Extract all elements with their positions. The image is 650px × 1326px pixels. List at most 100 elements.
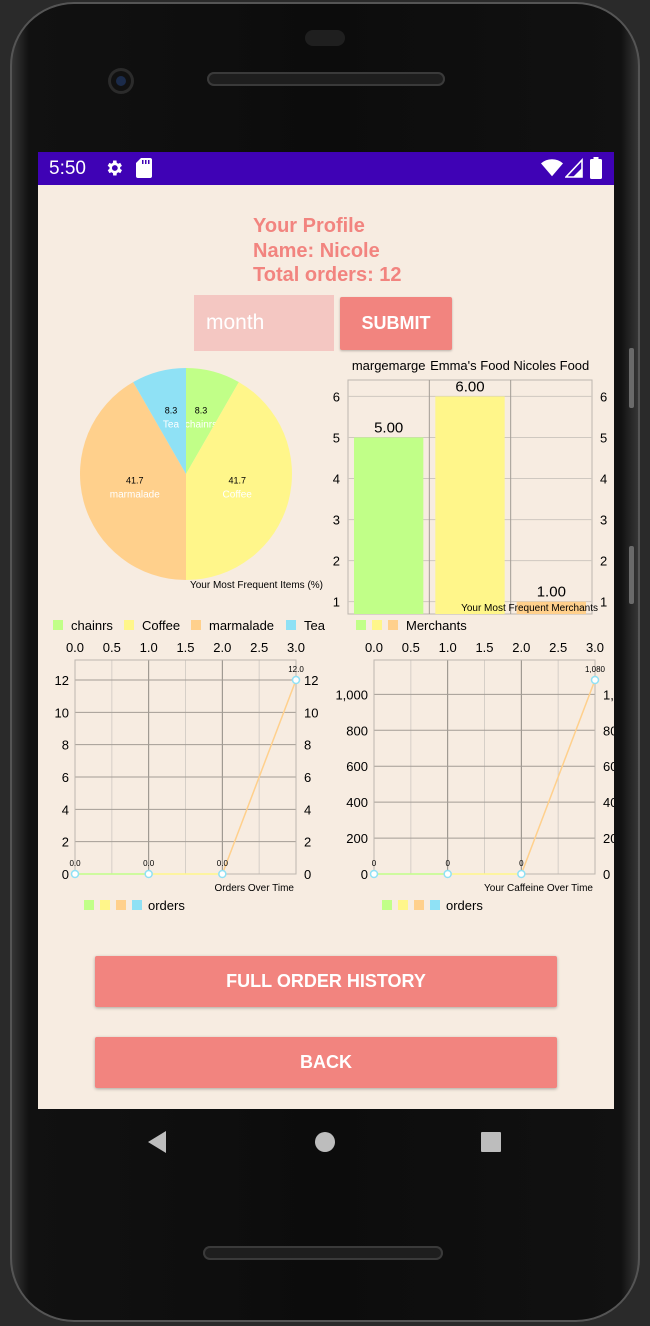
- line-legend-swatch: [100, 900, 110, 910]
- line-ytick-right: 6: [304, 770, 311, 785]
- line-ytick-left: 200: [346, 831, 368, 846]
- pie-slice-chainrs: [186, 368, 239, 474]
- line-xtick: 2.0: [213, 640, 231, 655]
- line-xtick: 3.0: [586, 640, 604, 655]
- bar-ytick-left: 3: [333, 513, 340, 528]
- line-xtick: 0.5: [103, 640, 121, 655]
- line-ytick-right: 400: [603, 795, 614, 810]
- line-value-label: 0.0: [143, 859, 155, 868]
- line-value-label: 0: [445, 859, 450, 868]
- line-value-label: 0.0: [69, 859, 81, 868]
- bar-Nicoles Food: [516, 601, 586, 614]
- profile-total-orders: Total orders: 12: [253, 264, 402, 286]
- bar-ytick-left: 4: [333, 472, 340, 487]
- battery-icon: [590, 157, 602, 179]
- line-point: [70, 869, 80, 879]
- pie-slice-label: chainrs: [185, 420, 217, 431]
- line-xtick: 1.5: [475, 640, 493, 655]
- line-legend-swatch: [382, 900, 392, 910]
- line-point: [590, 675, 600, 685]
- bar-ytick-right: 2: [600, 554, 607, 569]
- line-point: [218, 869, 227, 879]
- bar-value-label: 5.00: [374, 419, 403, 436]
- line-legend-label: orders: [446, 898, 483, 913]
- line-segment: [520, 679, 596, 875]
- pie-legend-label: Coffee: [142, 618, 180, 633]
- pie-value-label: 8.3: [195, 406, 208, 416]
- line-ytick-left: 400: [346, 795, 368, 810]
- bar-ytick-left: 6: [333, 389, 340, 404]
- bar-legend-swatch: [372, 620, 382, 630]
- caffeine-over-time-chart: 0.00.51.01.52.02.53.00020020040040060060…: [335, 640, 614, 913]
- line-value-label: 0.0: [217, 859, 229, 868]
- bar-ytick-right: 6: [600, 389, 607, 404]
- bar-ytick-right: 3: [600, 513, 607, 528]
- pie-legend-swatch-chainrs: [53, 620, 63, 630]
- pie-slice-label: marmalade: [110, 490, 160, 501]
- line-legend-swatch: [132, 900, 142, 910]
- line-ytick-right: 0: [304, 867, 311, 882]
- bar-category-label: Emma's Food: [430, 358, 510, 373]
- pie-slice-label: Tea: [163, 420, 180, 431]
- pie-slice-Tea: [133, 368, 186, 474]
- line-legend-swatch: [84, 900, 94, 910]
- line-xtick: 0.0: [66, 640, 84, 655]
- bar-description: Your Most Frequent Merchants: [461, 603, 598, 614]
- pie-legend-label: marmalade: [209, 618, 274, 633]
- pie-slice-marmalade: [79, 382, 186, 580]
- profile-title: Your Profile: [253, 215, 365, 237]
- line-legend-label: orders: [148, 898, 185, 913]
- line-description: Your Caffeine Over Time: [484, 883, 593, 894]
- line-ytick-right: 2: [304, 835, 311, 850]
- line-ytick-right: 800: [603, 723, 614, 738]
- status-time: 5:50: [49, 158, 86, 179]
- back-button[interactable]: BACK: [95, 1037, 557, 1088]
- bar-legend-swatch: [356, 620, 366, 630]
- line-legend-swatch: [116, 900, 126, 910]
- full-order-history-button[interactable]: FULL ORDER HISTORY: [95, 956, 557, 1007]
- pie-legend-label: chainrs: [71, 618, 113, 633]
- line-value-label: 0: [372, 859, 377, 868]
- bar-ytick-right: 5: [600, 430, 607, 445]
- profile-name: Name: Nicole: [253, 239, 380, 262]
- bar-category-label: margemarge: [352, 358, 426, 373]
- submit-button[interactable]: SUBMIT: [340, 297, 452, 350]
- line-ytick-right: 200: [603, 831, 614, 846]
- line-ytick-right: 12: [304, 673, 318, 688]
- line-xtick: 2.5: [549, 640, 567, 655]
- line-xtick: 2.5: [250, 640, 268, 655]
- line-point: [443, 869, 452, 879]
- bottom-speaker: [203, 1246, 443, 1260]
- bar-margemarge: [354, 437, 424, 614]
- gear-icon: [107, 160, 122, 176]
- sd-card-icon: [136, 158, 152, 178]
- line-ytick-left: 0: [62, 867, 69, 882]
- line-xtick: 1.0: [439, 640, 457, 655]
- line-value-label: 0: [519, 859, 524, 868]
- frequent-items-pie-chart: 8.3 chainrs 41.7 Coffee 41.7 marmalade 8.3 Tea Y…: [53, 368, 328, 634]
- line-legend-swatch: [398, 900, 408, 910]
- nav-home-icon[interactable]: [315, 1132, 335, 1152]
- pie-legend-swatch-Tea: [286, 620, 296, 630]
- line-ytick-left: 800: [346, 723, 368, 738]
- line-xtick: 1.0: [140, 640, 158, 655]
- line-ytick-right: 0: [603, 867, 610, 882]
- pie-description: Your Most Frequent Items (%): [190, 580, 323, 591]
- line-point: [291, 675, 301, 685]
- pie-legend-swatch-marmalade: [191, 620, 201, 630]
- line-ytick-left: 4: [62, 802, 69, 817]
- earpiece-speaker: [207, 72, 445, 86]
- nav-back-icon[interactable]: [148, 1131, 166, 1153]
- frequent-merchants-bar-chart: 1 1 2 2 3 3 4 4 5 5 6 6 5.00 margemarge 6.00 Emma's Foo…: [333, 358, 607, 633]
- nav-recents-icon[interactable]: [481, 1132, 501, 1152]
- bar-ytick-left: 1: [333, 595, 340, 610]
- line-ytick-left: 0: [361, 867, 368, 882]
- line-ytick-left: 10: [55, 705, 69, 720]
- month-input[interactable]: [194, 295, 334, 351]
- line-ytick-left: 8: [62, 738, 69, 753]
- status-bar: 5:50: [38, 152, 614, 185]
- line-ytick-left: 12: [55, 673, 69, 688]
- line-legend-swatch: [414, 900, 424, 910]
- app-screen: 5:50 Your Profile Name: Nicole Total ord…: [38, 152, 614, 1109]
- bar-ytick-right: 1: [600, 595, 607, 610]
